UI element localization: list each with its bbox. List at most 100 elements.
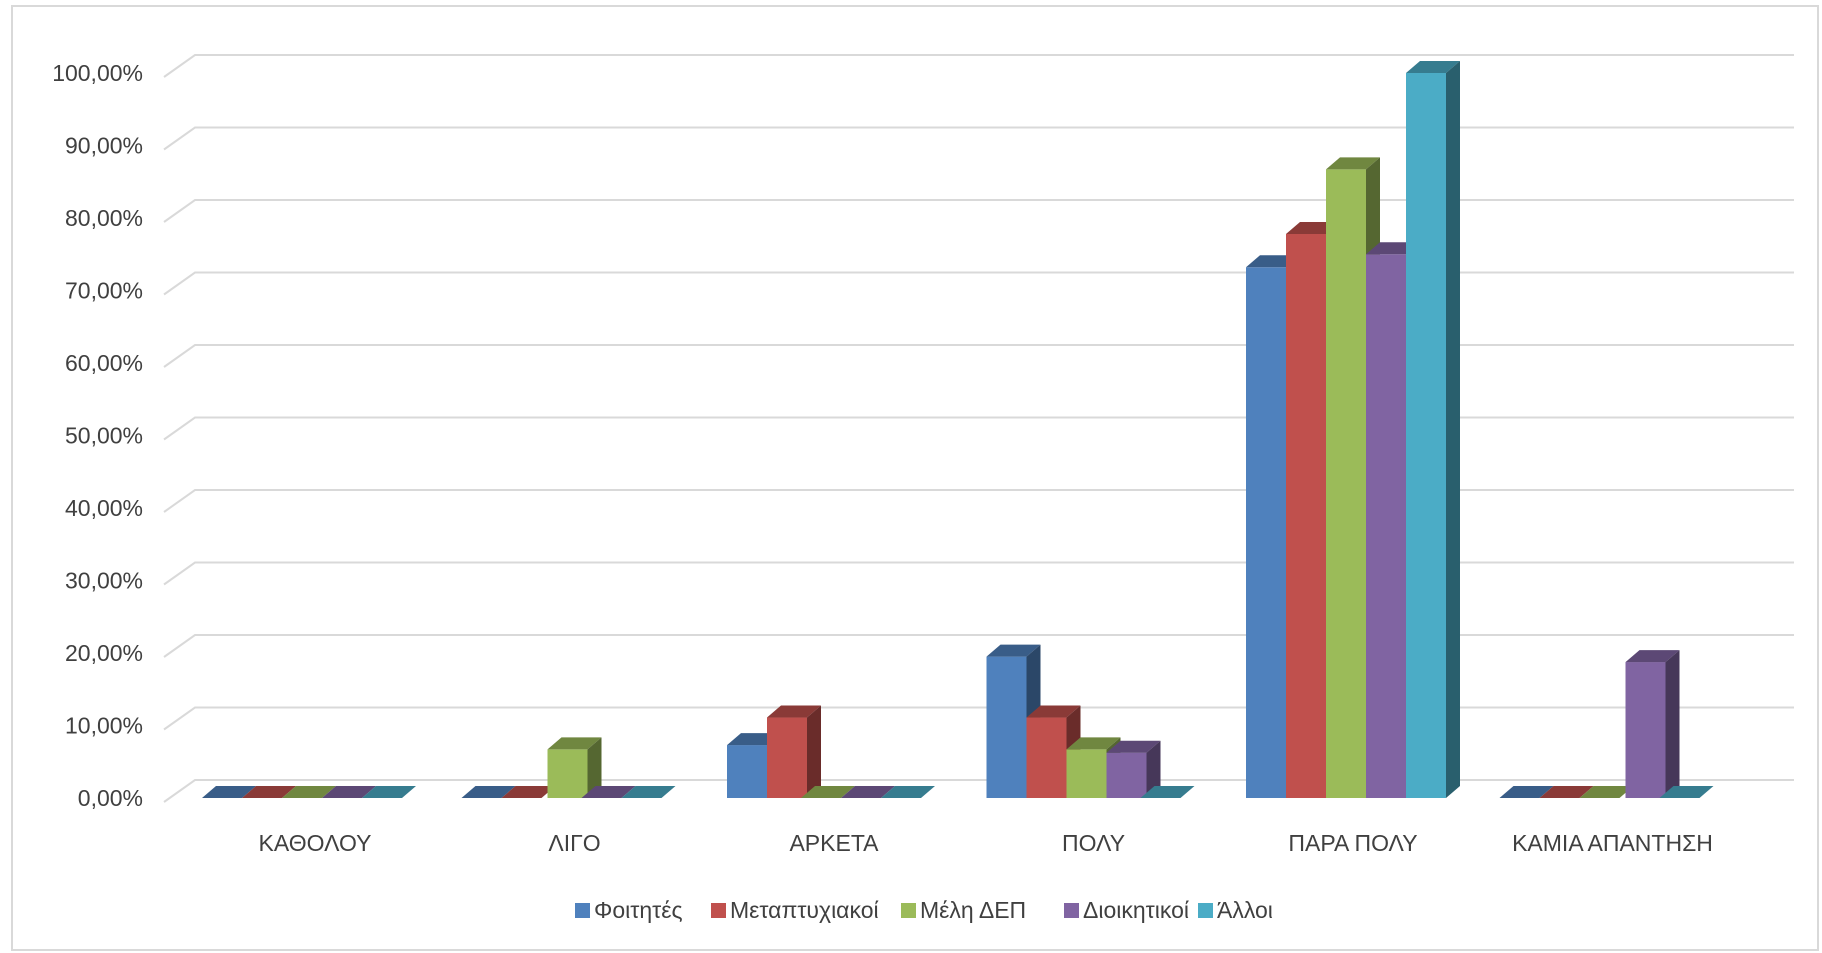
bar-5-1 <box>1539 786 1594 798</box>
legend-swatch <box>1064 903 1079 918</box>
bar-front <box>1106 752 1147 798</box>
legend: Φοιτητές Μεταπτυχιακοί Μέλη ΔΕΠ Διοικητικοί… <box>575 897 1273 923</box>
x-category-label-1: ΛΙΓΟ <box>548 830 600 856</box>
legend-swatch <box>901 903 916 918</box>
bar-top <box>1625 650 1680 663</box>
x-axis-category-labels: ΚΑΘΟΛΟΥ ΛΙΓΟ ΑΡΚΕΤΑ ΠΟΛΥ ΠΑΡΑ ΠΟΛΥ ΚΑΜΙΑ ΑΠΑΝ… <box>259 830 1713 856</box>
bar-0-3 <box>322 786 376 798</box>
bar-top <box>1406 61 1460 73</box>
bar-0-0 <box>202 786 256 798</box>
bar-side <box>1446 61 1460 798</box>
bar-floor <box>841 786 895 798</box>
legend-swatch <box>711 903 726 918</box>
legend-label: Φοιτητές <box>594 897 683 923</box>
legend-swatch <box>575 903 590 918</box>
bar-1-0 <box>461 786 516 798</box>
y-tick-label-1: 10,00% <box>65 713 143 739</box>
y-tick-label-0: 0,00% <box>78 785 143 811</box>
x-category-label-4: ΠΑΡΑ ΠΟΛΥ <box>1288 830 1417 856</box>
bar-4-4 <box>1406 61 1460 798</box>
legend-swatch <box>1198 903 1213 918</box>
bar-front <box>1366 254 1406 798</box>
bar-front <box>767 717 807 798</box>
y-tick-label-5: 50,00% <box>65 423 143 449</box>
bar-floor <box>1539 786 1594 798</box>
bar-top <box>1106 740 1161 753</box>
bar-0-1 <box>242 786 296 798</box>
chart-border <box>11 5 1819 951</box>
y-tick-label-10: 100,00% <box>52 60 143 86</box>
gridline-9 <box>163 126 1794 151</box>
bar-side <box>1146 740 1161 798</box>
bar-front <box>986 656 1027 798</box>
bar-2-3 <box>841 786 895 798</box>
bar-2-1 <box>767 705 821 798</box>
legend-item-3: Διοικητικοί <box>1064 897 1189 923</box>
y-axis-tick-labels: 0,00% 10,00% 20,00% 30,00% 40,00% 50,00% 60,00… <box>52 60 143 811</box>
bar-1-2 <box>547 737 602 798</box>
bar-floor <box>881 786 935 798</box>
bar-5-2 <box>1579 786 1634 798</box>
legend-item-1: Μεταπτυχιακοί <box>711 897 879 923</box>
legend-label: Μεταπτυχιακοί <box>730 897 879 923</box>
bar-top <box>986 644 1041 657</box>
y-tick-label-2: 20,00% <box>65 640 143 666</box>
y-tick-label-4: 40,00% <box>65 495 143 521</box>
bar-3-3 <box>1106 740 1161 798</box>
bar-front <box>1246 267 1286 798</box>
bar-front <box>547 749 588 798</box>
legend-item-4: Άλλοι <box>1198 897 1273 923</box>
bar-top <box>767 705 821 718</box>
x-category-label-5: ΚΑΜΙΑ ΑΠΑΝΤΗΣΗ <box>1512 830 1713 856</box>
bar-front <box>1026 717 1067 798</box>
bar-floor <box>202 786 256 798</box>
bar-top <box>1026 705 1081 718</box>
bar-top <box>547 737 602 750</box>
y-tick-label-8: 80,00% <box>65 205 143 231</box>
bar-front <box>1625 662 1666 798</box>
bars <box>202 61 1714 799</box>
bar-5-3 <box>1625 650 1680 798</box>
bar-side <box>587 737 602 798</box>
bar-5-0 <box>1499 786 1554 798</box>
bar-0-2 <box>282 786 336 798</box>
bar-floor <box>1140 786 1195 798</box>
bar-floor <box>1579 786 1634 798</box>
bar-front <box>727 745 767 798</box>
x-category-label-2: ΑΡΚΕΤΑ <box>789 830 879 856</box>
bar-1-4 <box>621 786 676 798</box>
bar-1-3 <box>581 786 636 798</box>
x-category-label-0: ΚΑΘΟΛΟΥ <box>259 830 372 856</box>
bar-floor <box>461 786 516 798</box>
y-tick-label-3: 30,00% <box>65 568 143 594</box>
bar-side <box>1665 650 1680 798</box>
bar-floor <box>581 786 636 798</box>
bar-front <box>1326 169 1366 799</box>
legend-item-2: Μέλη ΔΕΠ <box>901 897 1026 923</box>
bar-0-4 <box>362 786 416 798</box>
y-tick-label-7: 70,00% <box>65 278 143 304</box>
bar-floor <box>282 786 336 798</box>
bar-top <box>1066 737 1121 750</box>
gridline-8 <box>163 199 1794 223</box>
bar-floor <box>1499 786 1554 798</box>
bar-front <box>1286 233 1326 798</box>
y-tick-label-9: 90,00% <box>65 133 143 159</box>
gridlines <box>163 54 1794 803</box>
bar-floor <box>621 786 676 798</box>
bar-side <box>807 705 821 798</box>
bar-1-1 <box>501 786 556 798</box>
x-category-label-3: ΠΟΛΥ <box>1062 830 1125 856</box>
bar-front <box>1406 73 1446 798</box>
legend-label: Μέλη ΔΕΠ <box>920 897 1026 923</box>
bar-5-4 <box>1659 786 1714 798</box>
legend-label: Διοικητικοί <box>1083 897 1189 923</box>
bar-floor <box>242 786 296 798</box>
bar-floor <box>1659 786 1714 798</box>
legend-label: Άλλοι <box>1217 897 1273 923</box>
bar-2-4 <box>881 786 935 798</box>
legend-item-0: Φοιτητές <box>575 897 683 923</box>
bar-top <box>1326 157 1380 170</box>
